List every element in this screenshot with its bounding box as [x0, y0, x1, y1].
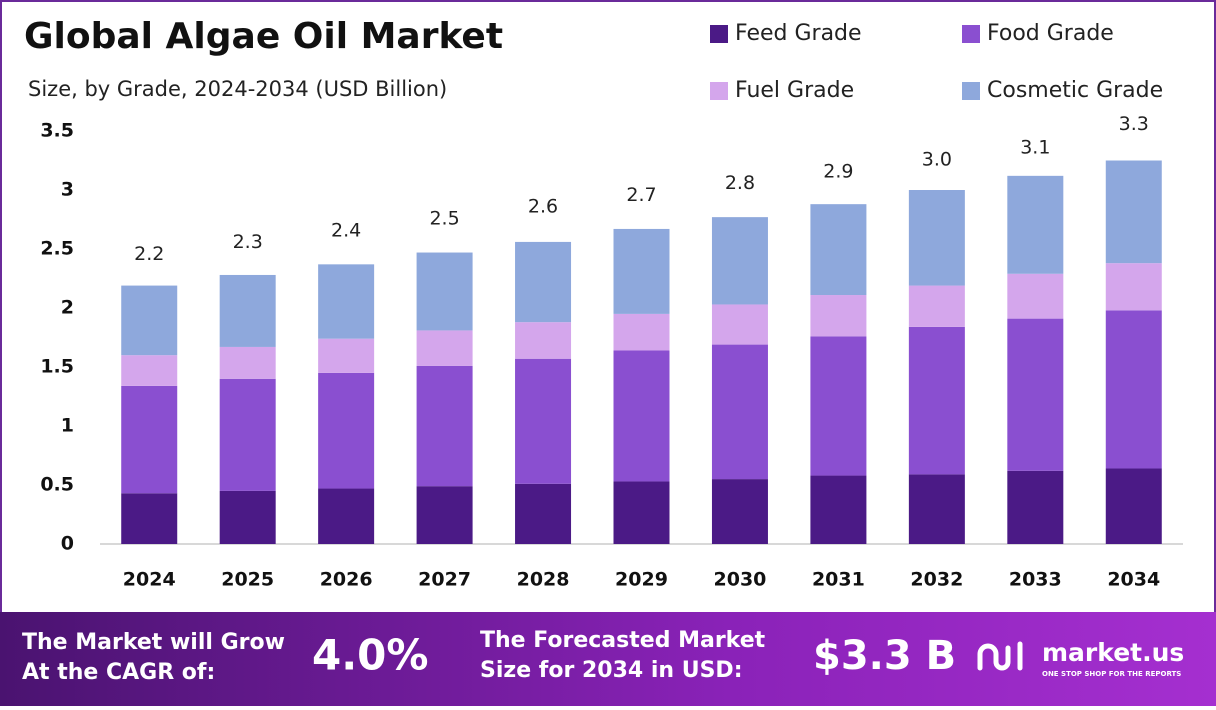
y-tick-label: 1.5 — [40, 356, 74, 378]
bar-segment — [1007, 273, 1064, 319]
legend-label: Fuel Grade — [735, 78, 854, 103]
bar-segment — [1105, 263, 1162, 311]
bar-segment — [416, 486, 473, 544]
total-label: 2.9 — [823, 160, 853, 182]
cagr-value: 4.0% — [312, 631, 428, 680]
bar-segment — [810, 336, 867, 476]
bar-segment — [318, 338, 375, 373]
total-label: 3.1 — [1020, 137, 1050, 159]
y-tick-label: 1 — [61, 415, 74, 437]
bar-segment — [1105, 468, 1162, 544]
x-tick-label: 2027 — [418, 569, 471, 591]
total-label: 3.0 — [922, 149, 952, 171]
x-tick-label: 2034 — [1107, 569, 1160, 591]
total-label: 2.4 — [331, 219, 361, 241]
cagr-text: The Market will Grow — [22, 630, 285, 655]
bar-segment — [711, 304, 768, 345]
bar-segment — [416, 330, 473, 366]
bar-segment — [219, 490, 276, 544]
brand-logo — [977, 641, 1023, 671]
legend-swatch — [962, 82, 980, 100]
legend-label: Food Grade — [987, 21, 1114, 46]
bar-segment — [613, 228, 670, 314]
bar-segment — [711, 479, 768, 544]
y-tick-label: 3.5 — [40, 120, 74, 142]
total-label: 3.3 — [1119, 113, 1149, 135]
y-tick-label: 0.5 — [40, 474, 74, 496]
x-tick-label: 2029 — [615, 569, 668, 591]
x-tick-label: 2025 — [221, 569, 274, 591]
legend-label: Feed Grade — [735, 21, 862, 46]
size-text: The Forecasted Market — [480, 628, 766, 653]
bar-segment — [908, 190, 965, 286]
bar-segment — [121, 355, 178, 386]
legend-label: Cosmetic Grade — [987, 78, 1163, 103]
brand: market.us — [1042, 638, 1184, 667]
bar-segment — [908, 285, 965, 327]
y-tick-label: 3 — [61, 179, 74, 201]
bar-segment — [219, 274, 276, 347]
size-value: $3.3 B — [813, 633, 956, 679]
bar-segment — [515, 483, 572, 544]
bar-segment — [318, 372, 375, 489]
bar-segment — [121, 385, 178, 494]
bar-segment — [1105, 160, 1162, 264]
bar-segment — [810, 204, 867, 296]
footer-band — [0, 612, 1216, 706]
legend-swatch — [962, 25, 980, 43]
bar-segment — [416, 365, 473, 487]
bar-segment — [318, 488, 375, 544]
x-tick-label: 2032 — [910, 569, 963, 591]
legend-swatch — [710, 82, 728, 100]
bar-segment — [1105, 310, 1162, 469]
bar-segment — [613, 350, 670, 482]
y-tick-label: 2 — [61, 297, 74, 319]
bar-segment — [908, 474, 965, 544]
bar-segment — [810, 475, 867, 544]
bar-segment — [219, 346, 276, 379]
bar-segment — [121, 285, 178, 356]
bar-segment — [416, 252, 473, 331]
bar-segment — [515, 358, 572, 484]
bar-segment — [711, 344, 768, 480]
total-label: 2.3 — [233, 231, 263, 253]
bar-segment — [1007, 318, 1064, 471]
x-tick-label: 2031 — [812, 569, 865, 591]
y-tick-label: 2.5 — [40, 238, 74, 260]
bar-segment — [219, 378, 276, 491]
bar-segment — [810, 295, 867, 337]
tagline: ONE STOP SHOP FOR THE REPORTS — [1042, 670, 1181, 678]
x-tick-label: 2033 — [1009, 569, 1062, 591]
chart-subtitle: Size, by Grade, 2024-2034 (USD Billion) — [28, 77, 447, 101]
bar-segment — [318, 264, 375, 339]
bar-segment — [908, 326, 965, 475]
total-label: 2.8 — [725, 172, 755, 194]
total-label: 2.2 — [134, 243, 164, 265]
cagr-text: At the CAGR of: — [22, 660, 215, 685]
total-label: 2.7 — [626, 184, 656, 206]
chart-title: Global Algae Oil Market — [24, 16, 503, 57]
total-label: 2.6 — [528, 196, 558, 218]
bar-segment — [711, 217, 768, 305]
x-tick-label: 2028 — [517, 569, 570, 591]
x-tick-label: 2024 — [123, 569, 176, 591]
x-tick-label: 2030 — [714, 569, 767, 591]
bar-segment — [1007, 470, 1064, 544]
legend-swatch — [710, 25, 728, 43]
x-tick-label: 2026 — [320, 569, 373, 591]
y-tick-label: 0 — [61, 533, 74, 555]
total-label: 2.5 — [429, 208, 459, 230]
bar-segment — [613, 313, 670, 351]
bar-segment — [1007, 175, 1064, 274]
bar-segment — [515, 322, 572, 359]
bar-segment — [515, 241, 572, 323]
bar-segment — [613, 481, 670, 544]
size-text: Size for 2034 in USD: — [480, 658, 743, 683]
bar-segment — [121, 493, 178, 544]
